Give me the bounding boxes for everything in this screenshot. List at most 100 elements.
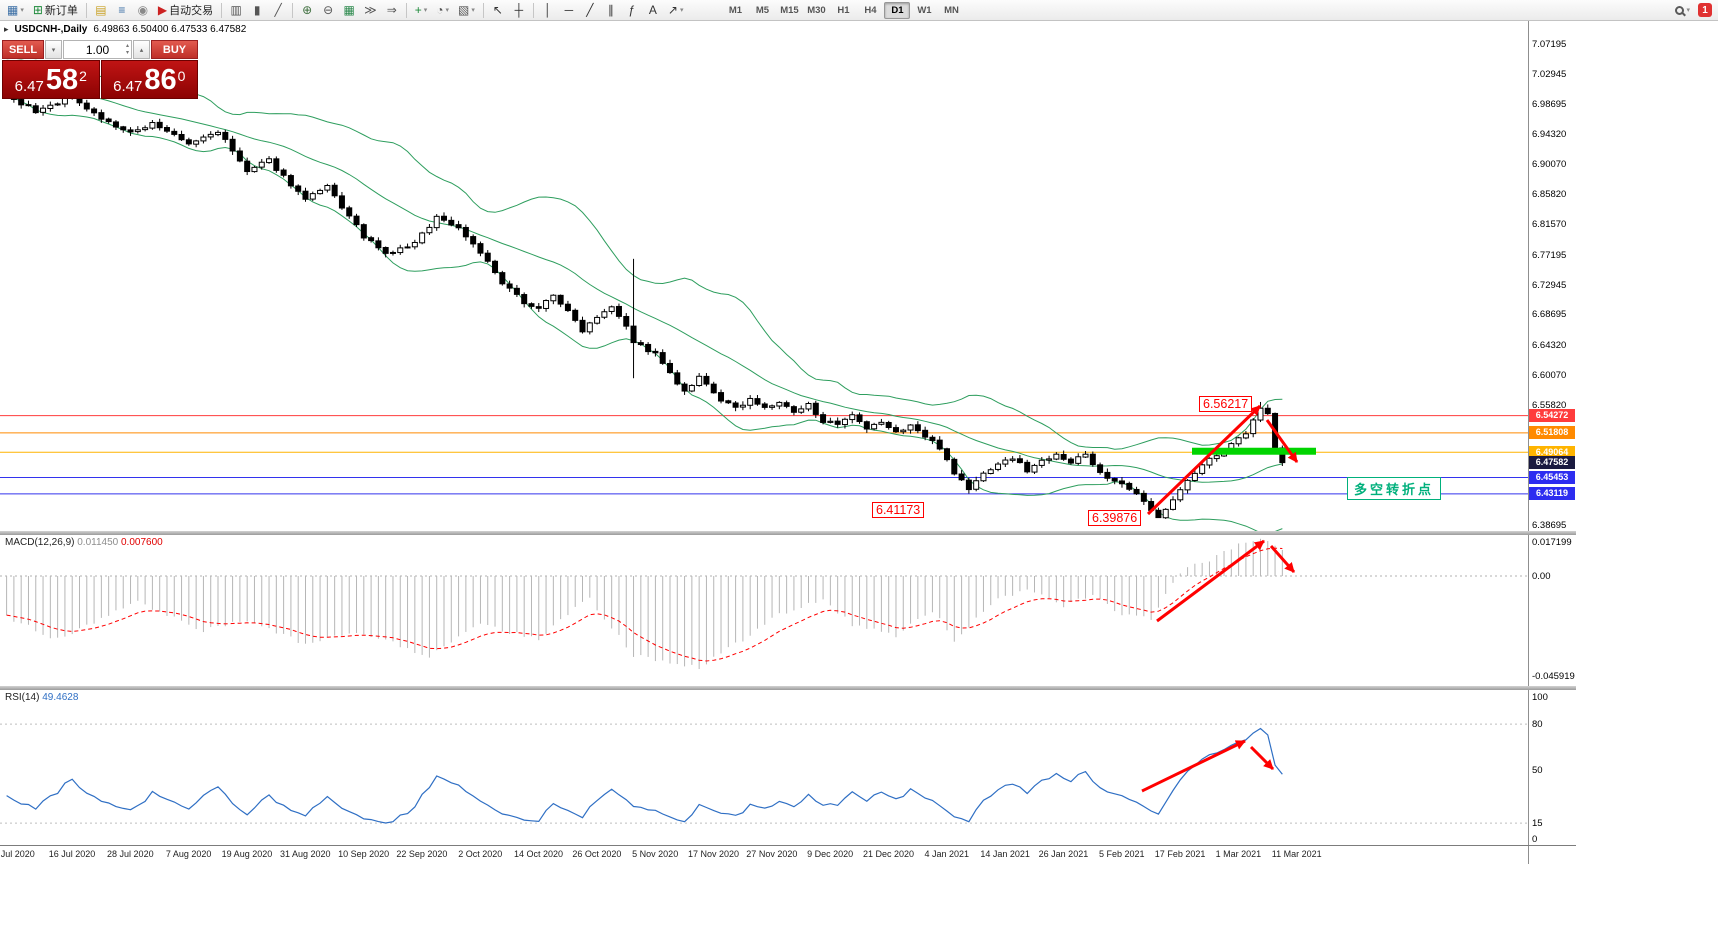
zoom-out-button[interactable]: ⊖ <box>318 1 338 19</box>
trend-arrow[interactable] <box>1269 545 1296 573</box>
price-axis-label: 6.77195 <box>1532 249 1567 261</box>
main-price-chart[interactable] <box>0 21 1528 531</box>
rsi-line <box>6 727 1283 824</box>
tile-windows-button[interactable]: ▦ <box>339 1 359 19</box>
price-axis-label: 6.38695 <box>1532 520 1567 531</box>
autotrading-label: 自动交易 <box>169 5 214 17</box>
time-axis-label: 7 Aug 2020 <box>165 849 212 859</box>
fibonacci-button[interactable]: ƒ <box>622 1 642 19</box>
arrow-objects-button[interactable]: ↗ ▾ <box>664 1 688 19</box>
macd-signal-value: 0.007600 <box>121 537 163 548</box>
price-label-annotation[interactable]: 6.56217 <box>1199 396 1253 412</box>
caret-down-icon: ▾ <box>679 7 684 14</box>
search-icon <box>1675 5 1685 15</box>
rsi-panel-separator[interactable] <box>0 686 1576 690</box>
market-watch-button[interactable]: ≡ <box>112 1 132 19</box>
sell-options-dropdown[interactable]: ▾ <box>45 40 62 59</box>
ask-point: 0 <box>177 68 186 84</box>
time-axis-label: 21 Dec 2020 <box>862 849 914 859</box>
time-axis-label: 31 Aug 2020 <box>279 849 331 859</box>
search-button[interactable]: ▾ <box>1671 1 1694 19</box>
crosshair-button[interactable]: ┼ <box>509 1 529 19</box>
sound-alerts-button[interactable]: ◉ <box>133 1 153 19</box>
sell-price-display[interactable]: 6.47 58 2 <box>2 60 100 99</box>
timeframe-mn-button[interactable]: MN <box>944 4 959 16</box>
time-axis-border <box>0 845 1576 846</box>
time-axis-label: 4 Jan 2021 <box>924 849 970 859</box>
macd-histogram <box>6 538 1283 670</box>
turning-point-label[interactable]: 多空转折点 <box>1347 477 1442 500</box>
candlestick-type-icon: ▮ <box>253 3 261 17</box>
macd-indicator-panel[interactable] <box>0 536 1528 686</box>
time-axis-label: 26 Oct 2020 <box>572 849 622 859</box>
volume-stepper[interactable]: ▴ ▾ <box>126 43 129 57</box>
rsi-axis-label: 15 <box>1532 818 1543 830</box>
rsi-axis-label: 0 <box>1532 834 1538 845</box>
timeframe-m5-button[interactable]: M5 <box>755 4 770 16</box>
trend-arrow[interactable] <box>1156 539 1265 623</box>
rsi-indicator-panel[interactable] <box>0 690 1528 845</box>
profiles-button[interactable]: ▤ <box>91 1 111 19</box>
line-chart-type-button[interactable]: ╱ <box>268 1 288 19</box>
timeframe-m30-button[interactable]: M30 <box>807 4 826 16</box>
time-axis-label: 6 Jul 2020 <box>0 849 35 859</box>
timeframe-bar: M1 M5 M15 M30 H1 H4 D1 W1 MN <box>722 1 964 19</box>
buy-options-dropdown[interactable]: ▴ <box>133 40 150 59</box>
macd-name: MACD(12,26,9) <box>5 537 75 548</box>
vertical-line-button[interactable]: │ <box>538 1 558 19</box>
timeframe-h4-button[interactable]: H4 <box>864 4 877 16</box>
price-axis-label: 7.02945 <box>1532 68 1567 80</box>
macd-panel-separator[interactable] <box>0 531 1576 535</box>
price-axis-label: 6.98695 <box>1532 98 1567 110</box>
candlestick-series <box>3 87 1286 519</box>
new-order-button[interactable]: ⊞ 新订单 <box>29 1 82 19</box>
bollinger-lower-band <box>6 93 1283 531</box>
stepper-down-icon[interactable]: ▾ <box>125 50 129 56</box>
text-label-button[interactable]: A <box>643 1 663 19</box>
autotrading-button[interactable]: ▶ 自动交易 <box>154 1 217 19</box>
one-click-collapse-arrow[interactable]: ▸ <box>4 24 9 34</box>
timeframe-m1-button[interactable]: M1 <box>728 4 743 16</box>
new-chart-button[interactable]: ▦ ▾ <box>3 1 28 19</box>
periods-button[interactable]: ◔ ▾ <box>432 1 453 19</box>
stepper-up-icon[interactable]: ▴ <box>125 43 129 49</box>
macd-main-value: 0.011450 <box>77 537 119 548</box>
chart-info-bar: ▸ USDCNH-,Daily 6.49863 6.50400 6.47533 … <box>4 24 246 35</box>
price-label-annotation[interactable]: 6.41173 <box>872 502 925 518</box>
sell-button[interactable]: SELL <box>2 40 44 59</box>
horizontal-line-icon: ─ <box>564 3 574 17</box>
bar-chart-type-button[interactable]: ▥ <box>226 1 246 19</box>
volume-input[interactable]: 1.00 ▴ ▾ <box>63 40 132 59</box>
auto-scroll-button[interactable]: ≫ <box>360 1 381 19</box>
zoom-in-button[interactable]: ⊕ <box>297 1 317 19</box>
buy-price-display[interactable]: 6.47 86 0 <box>100 60 198 99</box>
timeframe-m15-button[interactable]: M15 <box>780 4 799 16</box>
horizontal-line-button[interactable]: ─ <box>559 1 579 19</box>
time-axis[interactable]: 6 Jul 2020 16 Jul 2020 28 Jul 2020 7 Aug 20… <box>0 846 1528 863</box>
support-zone-bar[interactable] <box>1192 447 1316 455</box>
templates-button[interactable]: ▧ ▾ <box>454 1 479 19</box>
trend-arrow[interactable] <box>1141 739 1246 793</box>
timeframe-w1-button[interactable]: W1 <box>917 4 932 16</box>
timeframe-h1-button[interactable]: H1 <box>837 4 850 16</box>
equidistant-channel-button[interactable]: ∥ <box>601 1 621 19</box>
cursor-button[interactable]: ↖ <box>488 1 508 19</box>
trend-arrow[interactable] <box>1265 419 1299 463</box>
price-label-annotation[interactable]: 6.39876 <box>1088 510 1142 526</box>
caret-down-icon: ▾ <box>1686 7 1690 14</box>
trend-arrow[interactable] <box>1146 404 1262 516</box>
zoom-out-icon: ⊖ <box>323 3 334 17</box>
notification-badge[interactable]: 1 <box>1698 3 1712 17</box>
chart-shift-button[interactable]: ⇒ <box>382 1 402 19</box>
indicators-icon: + <box>414 3 422 17</box>
price-axis-label: 6.85820 <box>1532 189 1567 201</box>
market-watch-icon: ≡ <box>118 3 126 17</box>
price-axis-label: 6.68695 <box>1532 309 1567 321</box>
candlestick-type-button[interactable]: ▮ <box>247 1 267 19</box>
trendline-button[interactable]: ╱ <box>580 1 600 19</box>
trend-arrow[interactable] <box>1249 745 1275 771</box>
timeframe-d1-button[interactable]: D1 <box>884 1 911 19</box>
price-axis-label: 6.90070 <box>1532 159 1567 171</box>
indicators-button[interactable]: + ▾ <box>411 1 432 19</box>
buy-button[interactable]: BUY <box>151 40 198 59</box>
